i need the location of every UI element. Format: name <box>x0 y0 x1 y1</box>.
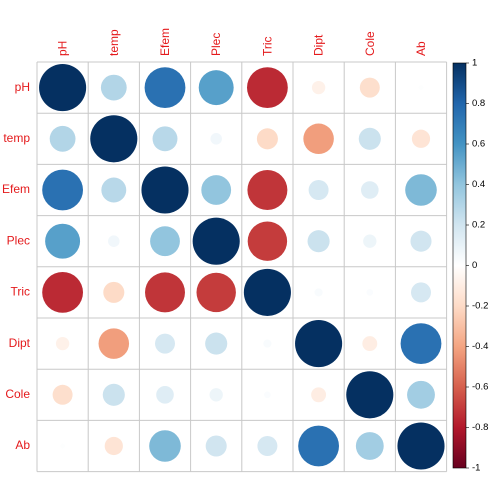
label-layer: pH pH temp temp Efem Efem Plec Plec Tric Tric Dipt… <box>2 28 428 452</box>
row-label-ab: Ab <box>15 438 30 452</box>
corr-circle-tric-cole <box>366 289 374 296</box>
corr-circle-ab-ph <box>60 443 65 449</box>
corr-circle-temp-ab <box>411 129 431 148</box>
corr-circle-tric-tric <box>243 268 291 316</box>
column-label-tric: Tric <box>260 36 274 56</box>
corr-circle-ab-dipt <box>298 425 339 467</box>
column-label-ab: Ab <box>414 41 428 56</box>
color-scale-tick-label: 0.6 <box>472 139 485 150</box>
corr-circle-dipt-ab <box>400 323 442 364</box>
corr-circle-efem-efem <box>141 166 189 214</box>
corr-circle-efem-cole <box>360 181 379 199</box>
corr-circle-plec-efem <box>150 226 180 257</box>
column-label-ph: pH <box>56 41 70 56</box>
column-label-cole: Cole <box>363 31 377 56</box>
corr-circle-plec-cole <box>363 234 377 248</box>
corr-circle-temp-efem <box>152 126 178 152</box>
corr-circle-temp-cole <box>358 127 381 150</box>
corr-circle-temp-tric <box>256 128 278 150</box>
corr-circle-ab-ab <box>397 422 445 470</box>
column-label-plec: Plec <box>209 33 223 56</box>
corr-circle-cole-temp <box>102 383 125 406</box>
corr-circle-efem-tric <box>247 170 288 210</box>
corr-circle-ph-ab <box>418 85 424 90</box>
corr-circle-tric-efem <box>145 272 185 313</box>
column-label-efem: Efem <box>158 28 172 56</box>
color-scale-tick-label: -0.6 <box>472 382 488 393</box>
row-label-efem: Efem <box>2 182 30 196</box>
corr-circle-ph-temp <box>100 74 127 101</box>
corr-circle-temp-plec <box>210 133 222 145</box>
corr-circle-ph-efem <box>144 67 186 108</box>
corr-circle-cole-tric <box>264 391 271 399</box>
row-label-tric: Tric <box>10 285 30 299</box>
color-scale-tick-label: -0.2 <box>472 301 488 312</box>
corr-circle-cole-efem <box>156 385 174 404</box>
corr-circle-tric-ab <box>411 282 431 303</box>
corr-circle-ph-plec <box>198 70 234 106</box>
corr-circle-cole-cole <box>346 371 394 419</box>
corr-circle-tric-temp <box>103 281 125 303</box>
circle-layer <box>39 64 445 470</box>
corr-circle-efem-dipt <box>308 180 329 200</box>
corr-circle-ph-cole <box>359 77 380 98</box>
corr-circle-ab-efem <box>149 430 181 462</box>
corr-circle-ph-dipt <box>311 80 326 95</box>
corr-circle-tric-plec <box>196 272 236 313</box>
column-label-dipt: Dipt <box>312 34 326 56</box>
corr-circle-plec-ab <box>410 230 432 252</box>
corr-circle-temp-ph <box>49 125 76 152</box>
corr-circle-temp-temp <box>90 115 138 163</box>
color-scale-tick-label: -0.8 <box>472 422 488 433</box>
corr-circle-ph-ph <box>39 64 87 112</box>
color-scale-tick-label: -0.4 <box>472 341 488 352</box>
corr-circle-efem-temp <box>101 177 127 203</box>
row-label-cole: Cole <box>5 387 30 401</box>
row-label-temp: temp <box>3 131 30 145</box>
color-scale-tick-label: 1 <box>472 58 477 69</box>
corr-circle-efem-ph <box>42 169 83 211</box>
color-legend: 1 0.8 0.6 0.4 0.2 0 -0.2 -0.4 -0.6 -0.8 -1 <box>452 58 488 474</box>
corr-circle-temp-dipt <box>303 123 334 155</box>
color-scale-bar <box>452 62 467 469</box>
corr-circle-dipt-plec <box>205 332 228 355</box>
row-label-ph: pH <box>15 80 30 94</box>
color-scale-tick-label: -1 <box>472 463 480 474</box>
column-label-temp: temp <box>107 29 121 56</box>
corr-circle-plec-tric <box>247 221 288 261</box>
corr-circle-cole-dipt <box>311 387 327 403</box>
grid-layer <box>36 61 448 473</box>
color-scale-tick-label: 0 <box>472 260 477 271</box>
corr-circle-plec-ph <box>45 223 81 259</box>
corr-circle-dipt-tric <box>263 339 272 348</box>
corr-circle-efem-ab <box>405 174 437 206</box>
corr-circle-efem-plec <box>201 175 232 205</box>
row-label-plec: Plec <box>7 233 30 247</box>
corr-circle-dipt-efem <box>155 333 175 354</box>
corr-circle-plec-temp <box>108 235 120 247</box>
corr-circle-ab-cole <box>355 432 384 460</box>
color-scale-tick-label: 0.4 <box>472 179 485 190</box>
color-scale-tick-label: 0.8 <box>472 98 485 109</box>
corr-circle-dipt-temp <box>98 328 130 359</box>
corr-circle-plec-plec <box>192 217 240 265</box>
corr-circle-dipt-cole <box>362 336 378 352</box>
corr-circle-tric-ph <box>42 272 83 313</box>
corr-circle-cole-ph <box>52 384 73 405</box>
corr-circle-ab-plec <box>205 435 227 457</box>
corr-circle-ph-tric <box>247 67 288 108</box>
row-label-dipt: Dipt <box>9 336 31 350</box>
corr-circle-tric-dipt <box>314 288 323 297</box>
color-scale-tick-label: 0.2 <box>472 220 485 231</box>
corr-circle-ab-tric <box>257 436 278 456</box>
corr-circle-plec-dipt <box>307 230 330 253</box>
corr-circle-ab-temp <box>104 436 123 456</box>
corr-circle-cole-ab <box>407 380 435 409</box>
corr-circle-dipt-dipt <box>295 320 343 368</box>
corr-circle-dipt-ph <box>55 336 70 351</box>
corr-circle-cole-plec <box>209 388 223 402</box>
